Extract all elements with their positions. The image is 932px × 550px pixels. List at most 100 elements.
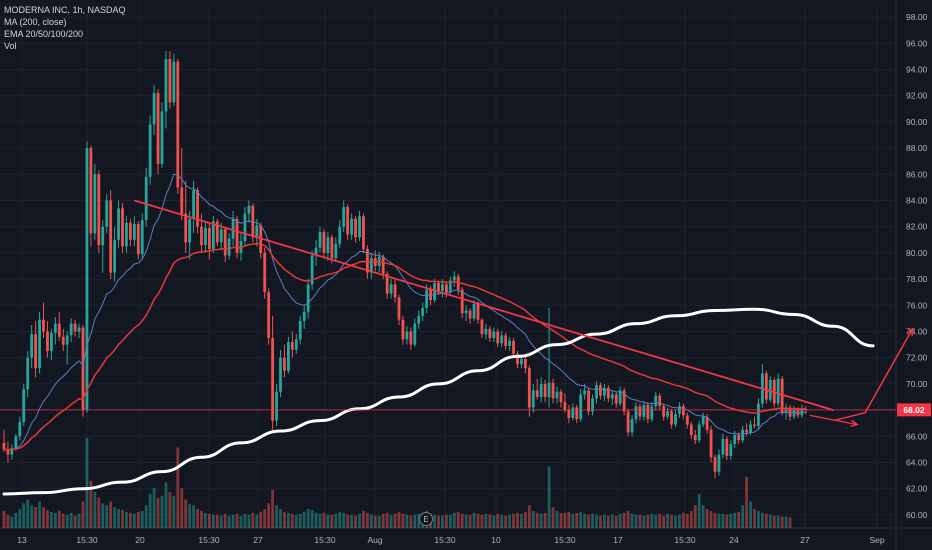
x-tick-label: 15:30 (76, 535, 98, 545)
price-arrow-line (809, 414, 858, 426)
candle-body (129, 222, 132, 240)
candle-body (57, 323, 61, 337)
volume-bar (334, 513, 338, 528)
volume-bar (172, 495, 176, 528)
volume-bar (358, 513, 361, 528)
candle-body (571, 407, 575, 418)
volume-bar (776, 515, 780, 528)
candle-body (579, 394, 583, 420)
candle-body (662, 406, 666, 417)
volume-bar (606, 515, 610, 528)
y-tick-label: 82.00 (906, 222, 928, 232)
volume-bar (168, 492, 172, 528)
volume-bar (512, 513, 515, 528)
volume-bar (322, 512, 326, 528)
volume-bar (176, 447, 180, 528)
volume-bar (768, 514, 772, 528)
candle-body (22, 389, 26, 422)
candle-body (314, 247, 318, 256)
volume-bar (219, 515, 223, 528)
candle-body (508, 340, 511, 346)
volume-bar (38, 501, 41, 528)
candle-body (26, 357, 30, 390)
candle-body (113, 239, 116, 273)
x-tick-label: 15:30 (434, 535, 456, 545)
volume-bar (144, 505, 148, 528)
candle-body (685, 415, 689, 425)
y-tick-label: 98.00 (906, 12, 928, 22)
volume-bar (10, 516, 14, 528)
volume-bar (255, 514, 259, 528)
candle-body (148, 124, 152, 177)
volume-bar (571, 513, 575, 528)
x-tick-label: 15:30 (198, 535, 220, 545)
volume-bar (136, 511, 140, 528)
volume-bar (670, 514, 673, 528)
candle-body (472, 303, 476, 319)
volume-bar (184, 499, 188, 528)
candle-body (658, 395, 662, 407)
candle-body (251, 205, 255, 238)
candle-body (697, 424, 701, 441)
candle-body (757, 403, 760, 426)
volume-bar (445, 514, 448, 528)
candle-body (302, 311, 306, 322)
volume-bar (622, 512, 626, 528)
candle-body (583, 390, 587, 395)
candle-body (460, 289, 464, 314)
volume-bar (2, 510, 6, 528)
candle-body (50, 332, 53, 352)
candle-body (14, 436, 18, 449)
x-tick-label: Sep (869, 535, 884, 545)
volume-bar (34, 507, 37, 528)
candle-body (318, 231, 322, 248)
candle-body (401, 319, 405, 340)
candle-body (156, 93, 160, 164)
candle-body (547, 382, 551, 397)
volume-bar (567, 511, 571, 528)
volume-bar (113, 507, 116, 528)
x-tick-label: 27 (800, 535, 810, 545)
candle-body (164, 59, 168, 112)
volume-bar (737, 511, 741, 528)
candle-body (366, 248, 369, 273)
candle-body (306, 284, 310, 312)
volume-bar (543, 512, 547, 528)
volume-bar (271, 490, 274, 528)
volume-bar (275, 505, 278, 528)
volume-bar (587, 514, 590, 528)
candle-body (405, 331, 409, 340)
volume-bar (725, 514, 729, 528)
candle-body (634, 406, 638, 420)
candle-body (614, 394, 618, 404)
candle-body (109, 200, 113, 273)
candle-body (338, 226, 342, 244)
volume-bar (603, 514, 606, 528)
volume-bar (200, 510, 203, 528)
candle-body (235, 218, 239, 253)
candle-body (492, 331, 496, 339)
volume-bar (772, 515, 776, 528)
candle-body (6, 449, 10, 455)
candle-body (504, 335, 508, 346)
volume-bar (85, 438, 89, 528)
candle-body (654, 395, 658, 407)
candle-body (290, 341, 294, 350)
volume-bar (330, 514, 334, 528)
candle-body (30, 334, 34, 358)
volume-bar (105, 505, 109, 528)
volume-bar (413, 514, 417, 528)
volume-bar (223, 513, 227, 528)
volume-bar (235, 513, 239, 528)
candle-body (223, 229, 227, 256)
volume-bar (267, 503, 271, 528)
legend-vol: Vol (4, 41, 17, 51)
volume-bar (705, 509, 709, 528)
x-tick-label: 27 (253, 535, 263, 545)
volume-bar (437, 515, 440, 528)
volume-bar (666, 513, 669, 528)
candle-body (429, 289, 432, 301)
y-tick-label: 88.00 (906, 143, 928, 153)
volume-bar (61, 513, 65, 528)
